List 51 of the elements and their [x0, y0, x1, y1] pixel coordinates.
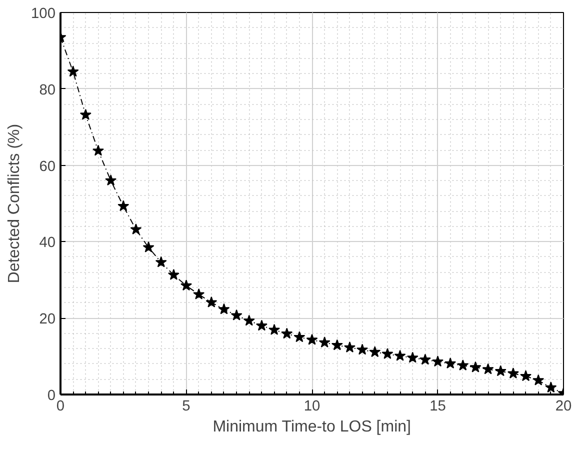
point — [331, 339, 343, 350]
point — [482, 363, 494, 374]
x-tick-label: 20 — [555, 398, 572, 414]
y-tick-label: 80 — [39, 82, 56, 98]
y-axis-title: Detected Conflicts (%) — [6, 124, 24, 284]
point — [382, 348, 394, 359]
point — [80, 108, 92, 120]
point — [344, 342, 356, 352]
point — [230, 309, 242, 320]
point — [507, 367, 519, 378]
point — [268, 324, 280, 335]
x-axis-title: Minimum Time-to LOS [min] — [212, 418, 411, 436]
point — [394, 350, 406, 361]
point — [406, 352, 418, 363]
point — [168, 268, 180, 280]
point — [193, 288, 205, 300]
point — [369, 346, 381, 358]
point — [306, 334, 318, 345]
point — [494, 365, 506, 376]
y-tick-label: 40 — [39, 235, 56, 252]
point — [318, 336, 330, 348]
x-tick-label: 10 — [304, 398, 320, 414]
point — [532, 374, 544, 386]
point — [92, 144, 104, 156]
x-tick-label: 5 — [182, 398, 190, 414]
point — [206, 296, 218, 308]
point — [105, 174, 117, 186]
point — [67, 66, 79, 77]
point — [281, 328, 293, 339]
point — [256, 320, 268, 331]
point — [118, 200, 130, 212]
point — [294, 331, 306, 342]
y-tick-label: 0 — [47, 388, 56, 404]
point — [243, 314, 255, 326]
y-tick-label: 20 — [39, 312, 56, 328]
y-tick-label: 60 — [39, 158, 56, 175]
point — [470, 361, 482, 372]
point — [142, 241, 154, 252]
point — [130, 223, 142, 234]
point — [432, 356, 444, 367]
point — [419, 354, 431, 365]
point — [356, 344, 368, 355]
point — [155, 256, 167, 268]
point — [218, 303, 230, 314]
point — [180, 280, 192, 291]
y-tick-label: 100 — [31, 6, 56, 22]
point — [545, 382, 557, 393]
point — [520, 370, 532, 382]
point — [444, 358, 456, 369]
x-tick-label: 15 — [430, 398, 446, 414]
point — [457, 359, 469, 370]
